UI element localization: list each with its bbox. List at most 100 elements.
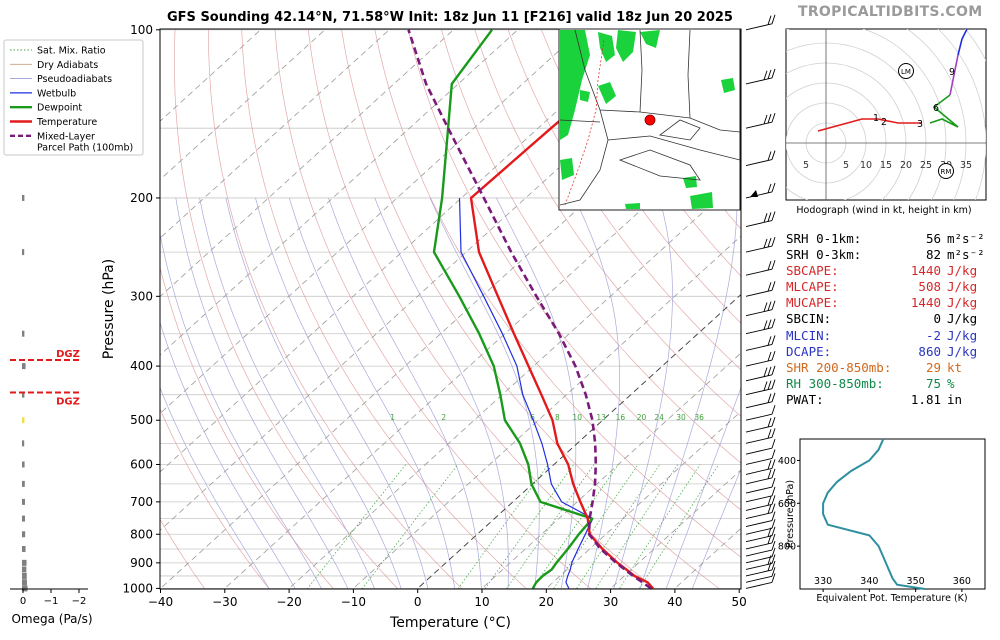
svg-text:RM: RM: [941, 168, 952, 176]
legend-label: Dewpoint: [37, 103, 82, 114]
index-label: SBCIN:: [786, 311, 832, 327]
index-value: 860: [918, 343, 941, 359]
index-unit: %: [947, 375, 955, 391]
index-unit: J/kg: [947, 327, 978, 343]
hodograph-trace: [929, 94, 959, 128]
omega-panel: DGZ DGZ 0 −1 −2 Omega (Pa/s): [10, 125, 93, 626]
omega-bar: [22, 572, 27, 579]
x-tick-label: 20: [539, 595, 554, 609]
index-unit: J/kg: [947, 263, 978, 279]
hodograph-ring-label: 5: [803, 160, 809, 171]
wind-barb: [745, 486, 776, 503]
index-value: 56: [925, 231, 941, 246]
index-value: 1440: [910, 263, 941, 279]
hodograph-ring-label: 25: [920, 160, 932, 171]
y-tick-label: 900: [130, 556, 153, 570]
mixing-ratio-label: 13: [596, 413, 606, 422]
index-value: -2: [925, 327, 941, 343]
omega-bar: [22, 194, 25, 201]
index-value: 82: [925, 247, 941, 263]
map-inset: [558, 28, 741, 211]
hodograph-ring-label: 20: [900, 160, 912, 171]
wetbulb-line: [458, 197, 594, 589]
index-unit: m²s⁻²: [947, 247, 985, 263]
index-row: PWAT: 1.81 in: [786, 392, 1000, 408]
wind-barb: [745, 281, 776, 297]
index-value: 29: [925, 359, 941, 375]
legend: Sat. Mix. Ratio Dry Adiabats Pseudoadiabat…: [3, 39, 144, 156]
wind-barb: [745, 439, 776, 455]
hodograph-height-label: 2: [881, 117, 887, 128]
hodograph-ring-label: 5: [843, 160, 849, 171]
x-axis-label: Temperature (°C): [389, 615, 511, 631]
hodograph-ring-label: 15: [880, 160, 892, 171]
wind-barb: [745, 68, 776, 85]
index-unit: kt: [947, 359, 963, 375]
omega-bar: [22, 440, 25, 447]
svg-text:LM: LM: [901, 68, 911, 76]
y-tick-label: 400: [130, 359, 153, 373]
index-unit: J/kg: [947, 311, 978, 327]
omega-tick-label: −1: [44, 596, 59, 607]
sounding-location-marker: [644, 114, 656, 126]
legend-label: Mixed-Layer: [37, 131, 95, 142]
mixing-ratio-label: 1: [390, 413, 395, 422]
omega-bar: [22, 249, 25, 256]
wind-barb: [745, 449, 776, 465]
map-state-border: [564, 39, 605, 206]
omega-bar: [22, 579, 27, 586]
theta-e-y-tick-label: 400: [778, 456, 796, 467]
index-row: SHR 200-850mb: 29 kt: [786, 360, 1000, 376]
hodograph-height-label: 9: [949, 67, 955, 78]
wind-barb: [745, 211, 776, 227]
hodograph-ring-label: 10: [860, 160, 872, 171]
mixing-ratio-label: 36: [694, 413, 704, 422]
x-tick-label: −20: [276, 595, 301, 609]
x-tick-label: 30: [603, 595, 618, 609]
index-label: MLCAPE:: [786, 279, 839, 295]
wind-barb: [745, 511, 776, 528]
theta-e-x-tick-label: 350: [907, 576, 925, 587]
parcel-path-line: [407, 29, 652, 589]
index-row: SBCAPE: 1440 J/kg: [786, 263, 1000, 279]
wind-barb: [745, 567, 776, 583]
omega-bar: [22, 559, 27, 566]
brand-watermark: TROPICALTIDBITS.COM: [798, 4, 983, 20]
wind-barb: [745, 495, 776, 511]
wind-barb: [745, 468, 776, 485]
y-tick-label: 600: [130, 457, 153, 471]
omega-bar: [22, 515, 25, 522]
mixing-ratio-label: 24: [654, 413, 664, 422]
y-tick-label: 500: [130, 413, 153, 427]
index-unit: m²s⁻²: [947, 231, 985, 246]
wind-barb: [745, 428, 776, 444]
index-label: DCAPE:: [786, 343, 832, 359]
y-tick-label: 800: [130, 527, 153, 541]
map-boundaries: [559, 29, 741, 206]
index-row: MUCAPE: 1440 J/kg: [786, 295, 1000, 311]
omega-xlabel: Omega (Pa/s): [11, 612, 92, 626]
index-value: 75: [925, 375, 941, 391]
hodograph-trace: [949, 54, 959, 96]
theta-e-y-tick-label: 600: [778, 499, 796, 510]
legend-label: Sat. Mix. Ratio: [37, 46, 106, 57]
skewt-frame: [159, 28, 742, 590]
index-value: 0: [933, 311, 941, 327]
omega-bar: [22, 545, 26, 552]
mixing-ratio-label: 10: [572, 413, 582, 422]
theta-e-line: [822, 438, 926, 590]
y-tick-label: 300: [130, 289, 153, 303]
theta-e-y-tick-label: 800: [778, 542, 796, 553]
wind-barb: [745, 335, 776, 351]
omega-tick-label: 0: [20, 596, 26, 607]
y-tick-label: 700: [130, 495, 153, 509]
x-tick-label: −40: [148, 595, 173, 609]
wind-barb: [745, 416, 776, 433]
omega-tick-label: −2: [72, 596, 87, 607]
index-label: MUCAPE:: [786, 295, 839, 311]
omega-bar: [22, 480, 25, 487]
hodograph-height-label: 1: [873, 113, 879, 124]
